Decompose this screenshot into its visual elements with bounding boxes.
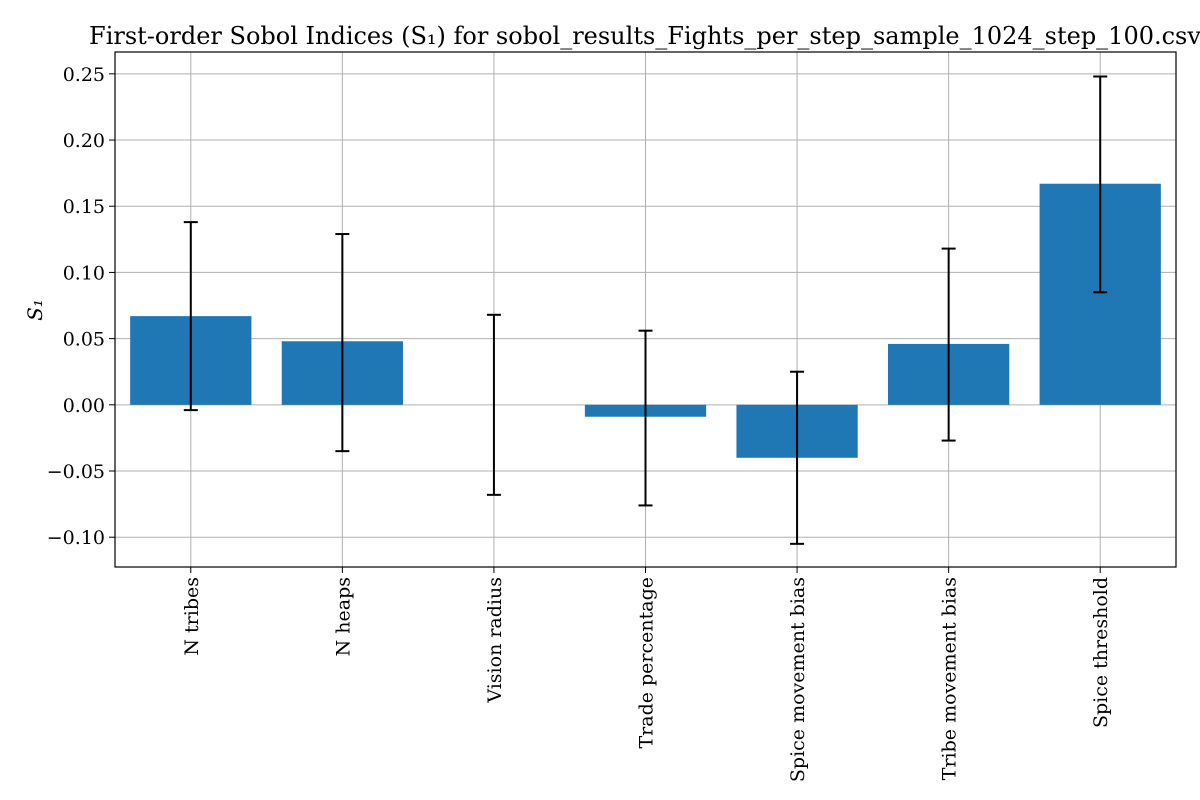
y-axis-label: S₁ [23, 299, 47, 321]
chart-title: First-order Sobol Indices (S₁) for sobol… [89, 22, 1200, 50]
y-tick-label: 0.10 [63, 262, 105, 284]
y-tick-label: 0.20 [63, 130, 105, 152]
error-bar [183, 221, 198, 412]
y-tick-label: −0.10 [47, 527, 105, 549]
y-tick-label: 0.05 [63, 329, 105, 351]
error-bar [941, 247, 956, 442]
y-axis-ticks: −0.10 −0.05 0.00 0.05 0.10 0.15 0.20 0.25 [47, 64, 115, 549]
x-tick-label: Spice threshold [1090, 577, 1112, 728]
y-tick-label: 0.25 [63, 64, 105, 86]
y-tick-label: 0.15 [63, 196, 105, 218]
x-tick-label: N tribes [181, 577, 203, 656]
x-tick-label: Vision radius [484, 577, 506, 704]
error-bar [1093, 75, 1108, 294]
x-tick-label: N heaps [332, 577, 354, 656]
error-bar [486, 313, 501, 496]
error-bar [790, 370, 805, 545]
y-tick-label: 0.00 [63, 395, 105, 417]
y-tick-label: −0.05 [47, 461, 105, 483]
error-bar [638, 329, 653, 507]
x-axis-ticks: N tribes N heaps Vision radius Trade percen… [181, 567, 1112, 782]
x-tick-label: Trade percentage [636, 577, 658, 749]
error-bars [183, 75, 1108, 545]
error-bar [335, 233, 350, 453]
x-tick-label: Tribe movement bias [939, 577, 961, 780]
x-tick-label: Spice movement bias [787, 577, 809, 782]
